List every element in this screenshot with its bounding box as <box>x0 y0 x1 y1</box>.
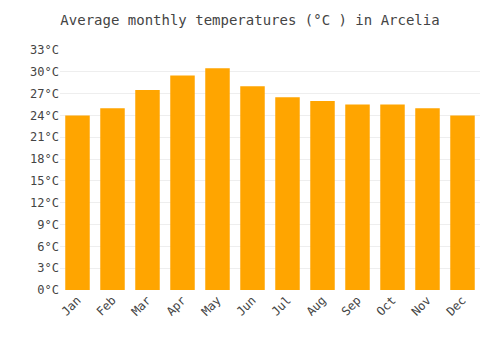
svg-text:Jun: Jun <box>234 293 259 318</box>
svg-text:18°C: 18°C <box>30 152 59 166</box>
svg-text:Average monthly temperatures (: Average monthly temperatures (°C ) in Ar… <box>60 12 439 28</box>
svg-text:Nov: Nov <box>409 293 434 318</box>
svg-text:Apr: Apr <box>164 293 189 318</box>
svg-text:9°C: 9°C <box>37 218 59 232</box>
svg-text:Feb: Feb <box>94 293 119 318</box>
svg-text:12°C: 12°C <box>30 196 59 210</box>
svg-text:30°C: 30°C <box>30 65 59 79</box>
svg-text:Jan: Jan <box>59 293 84 318</box>
svg-text:Mar: Mar <box>129 293 154 318</box>
svg-text:21°C: 21°C <box>30 130 59 144</box>
svg-text:Dec: Dec <box>444 293 469 318</box>
svg-text:6°C: 6°C <box>37 240 59 254</box>
svg-text:33°C: 33°C <box>30 43 59 57</box>
svg-text:Sep: Sep <box>339 293 364 318</box>
svg-text:27°C: 27°C <box>30 87 59 101</box>
svg-text:24°C: 24°C <box>30 109 59 123</box>
svg-text:0°C: 0°C <box>37 283 59 297</box>
svg-text:15°C: 15°C <box>30 174 59 188</box>
svg-text:May: May <box>199 293 224 318</box>
svg-text:Aug: Aug <box>304 293 329 318</box>
svg-text:Oct: Oct <box>374 293 399 318</box>
svg-text:Jul: Jul <box>269 293 294 318</box>
svg-text:3°C: 3°C <box>37 261 59 275</box>
